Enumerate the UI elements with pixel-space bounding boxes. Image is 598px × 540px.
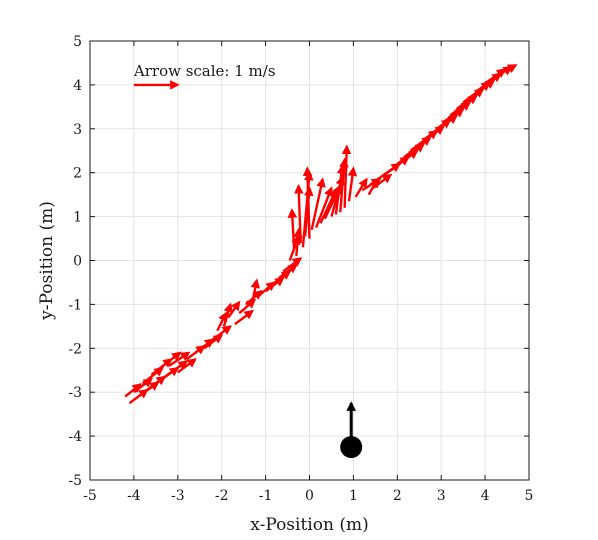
x-tick-label: -2	[215, 488, 229, 504]
velocity-arrow	[339, 157, 349, 213]
velocity-arrow	[294, 183, 304, 243]
velocity-arrow	[216, 311, 228, 332]
y-tick-label: 5	[73, 34, 82, 50]
velocity-arrow	[347, 166, 358, 202]
velocity-arrow	[141, 366, 164, 385]
velocity-arrow	[282, 257, 303, 273]
x-tick-label: -1	[259, 488, 273, 504]
body-marker	[340, 401, 363, 459]
velocity-arrow	[168, 351, 191, 367]
velocity-arrow	[212, 325, 233, 341]
velocity-arrow	[372, 173, 393, 190]
x-tick-labels: -5 -4 -3 -2 -1 0 1 2 3 4 5	[83, 488, 533, 504]
velocity-arrow	[287, 208, 298, 250]
velocity-arrow	[194, 338, 215, 354]
velocity-arrow	[310, 177, 326, 231]
x-tick-label: -5	[83, 488, 97, 504]
velocity-arrow	[396, 143, 426, 165]
velocity-arrow	[159, 351, 182, 370]
y-tick-label: -4	[68, 429, 82, 445]
velocity-arrow	[163, 360, 189, 378]
x-axis-label: x-Position (m)	[250, 515, 368, 535]
x-tick-label: 4	[481, 488, 490, 504]
y-tick-label: -3	[68, 385, 82, 401]
x-tick-label: -4	[127, 488, 141, 504]
velocity-arrow	[302, 166, 313, 239]
arrow-scale-label: Arrow scale: 1 m/s	[133, 62, 276, 80]
velocity-arrow	[234, 309, 254, 326]
velocity-arrow	[319, 188, 337, 224]
axis-ticks	[89, 40, 530, 481]
velocity-arrow	[341, 144, 352, 208]
velocity-arrow	[436, 107, 465, 130]
y-tick-label: -5	[68, 473, 82, 489]
velocity-arrow	[354, 177, 368, 198]
velocity-arrow	[442, 101, 472, 124]
velocity-arrow	[469, 79, 496, 100]
y-tick-labels: -5 -4 -3 -2 -1 0 1 2 3 4 5	[68, 34, 82, 489]
velocity-arrow	[278, 263, 298, 280]
velocity-arrow	[227, 300, 241, 319]
x-tick-label: -3	[171, 488, 185, 504]
velocity-arrow	[334, 164, 347, 215]
velocity-arrow	[293, 227, 303, 257]
x-tick-label: 1	[349, 488, 358, 504]
velocity-arrow	[429, 114, 459, 137]
body-position-dot	[340, 436, 363, 459]
velocity-arrow	[389, 149, 419, 172]
x-tick-label: 2	[393, 488, 402, 504]
x-tick-label: 3	[437, 488, 446, 504]
velocity-arrow	[124, 383, 142, 398]
y-tick-label: 3	[73, 122, 82, 138]
y-tick-label: 0	[73, 254, 82, 270]
velocity-arrow	[495, 64, 518, 78]
velocity-arrow	[238, 298, 257, 315]
velocity-vectors	[124, 64, 518, 405]
velocity-arrow	[271, 270, 292, 286]
y-axis-label: y-Position (m)	[37, 201, 57, 321]
y-tick-label: -2	[68, 341, 82, 357]
x-tick-label: 0	[305, 488, 314, 504]
arrow-scale-annotation: Arrow scale: 1 m/s	[133, 62, 276, 90]
velocity-arrow	[222, 302, 233, 327]
x-tick-label: 5	[525, 488, 534, 504]
velocity-arrow	[250, 278, 261, 303]
y-tick-label: 2	[73, 166, 82, 182]
velocity-arrow	[177, 358, 197, 374]
velocity-arrow	[264, 276, 285, 293]
velocity-arrow	[203, 333, 224, 350]
y-tick-label: 1	[73, 210, 82, 226]
y-tick-label: 4	[73, 78, 82, 94]
velocity-arrow	[133, 377, 153, 394]
velocity-arrow	[449, 94, 478, 117]
y-tick-label: -1	[68, 297, 82, 313]
